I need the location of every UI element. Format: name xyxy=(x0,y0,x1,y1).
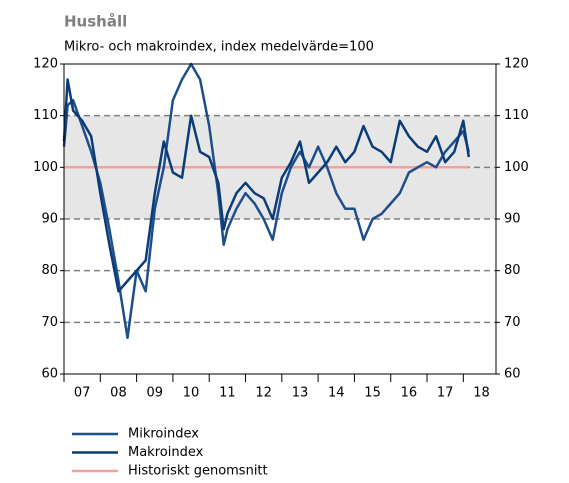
y2-tick-label: 100 xyxy=(504,160,529,175)
x-tick-label: 08 xyxy=(110,386,127,401)
legend-label: Makroindex xyxy=(128,445,204,460)
y-tick-label: 60 xyxy=(41,367,58,382)
x-tick-label: 13 xyxy=(292,386,309,401)
x-tick-label: 12 xyxy=(255,386,272,401)
series-line xyxy=(62,78,471,293)
legend-label: Historiskt genomsnitt xyxy=(128,464,268,479)
legend-label: Mikroindex xyxy=(128,427,199,442)
x-tick-label: 18 xyxy=(473,386,490,401)
y2-tick-label: 80 xyxy=(504,263,521,278)
y-tick-label: 120 xyxy=(33,57,58,72)
y-tick-label: 70 xyxy=(41,315,58,330)
y2-tick-label: 60 xyxy=(504,367,521,382)
x-tick-label: 15 xyxy=(364,386,381,401)
x-tick-label: 11 xyxy=(219,386,236,401)
y2-tick-label: 90 xyxy=(504,212,521,227)
y-tick-label: 90 xyxy=(41,212,58,227)
y-tick-label: 80 xyxy=(41,263,58,278)
x-tick-label: 17 xyxy=(437,386,454,401)
y2-tick-label: 110 xyxy=(504,108,529,123)
x-tick-label: 07 xyxy=(74,386,91,401)
y2-tick-label: 120 xyxy=(504,57,529,72)
y-tick-label: 110 xyxy=(33,108,58,123)
y2-tick-label: 70 xyxy=(504,315,521,330)
chart-subtitle: Mikro- och makroindex, index medelvärde=… xyxy=(64,40,374,55)
x-tick-label: 10 xyxy=(183,386,200,401)
x-tick-label: 16 xyxy=(401,386,418,401)
x-tick-label: 09 xyxy=(146,386,163,401)
chart-title: Hushåll xyxy=(64,13,127,31)
series-line xyxy=(62,62,471,340)
x-tick-label: 14 xyxy=(328,386,345,401)
y-tick-label: 100 xyxy=(33,160,58,175)
plot-frame xyxy=(63,63,497,375)
